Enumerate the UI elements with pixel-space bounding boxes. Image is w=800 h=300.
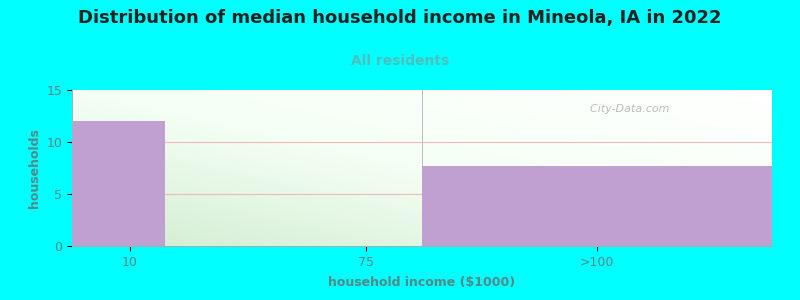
Bar <box>72 121 165 246</box>
Text: City-Data.com: City-Data.com <box>583 104 670 114</box>
X-axis label: household income ($1000): household income ($1000) <box>329 276 515 289</box>
Y-axis label: households: households <box>28 128 41 208</box>
Text: Distribution of median household income in Mineola, IA in 2022: Distribution of median household income … <box>78 9 722 27</box>
Bar <box>422 166 772 246</box>
Text: All residents: All residents <box>351 54 449 68</box>
